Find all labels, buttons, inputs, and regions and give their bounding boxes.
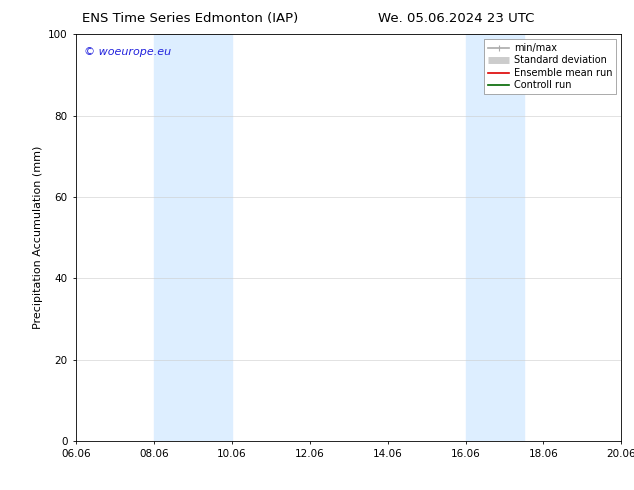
Bar (154, 34, 232, 441)
Y-axis label: Precipitation Accumulation (mm): Precipitation Accumulation (mm) (32, 146, 42, 329)
Bar (465, 34, 524, 441)
Text: ENS Time Series Edmonton (IAP): ENS Time Series Edmonton (IAP) (82, 12, 299, 25)
Text: © woeurope.eu: © woeurope.eu (84, 47, 171, 56)
Legend: min/max, Standard deviation, Ensemble mean run, Controll run: min/max, Standard deviation, Ensemble me… (484, 39, 616, 94)
Text: We. 05.06.2024 23 UTC: We. 05.06.2024 23 UTC (378, 12, 534, 25)
